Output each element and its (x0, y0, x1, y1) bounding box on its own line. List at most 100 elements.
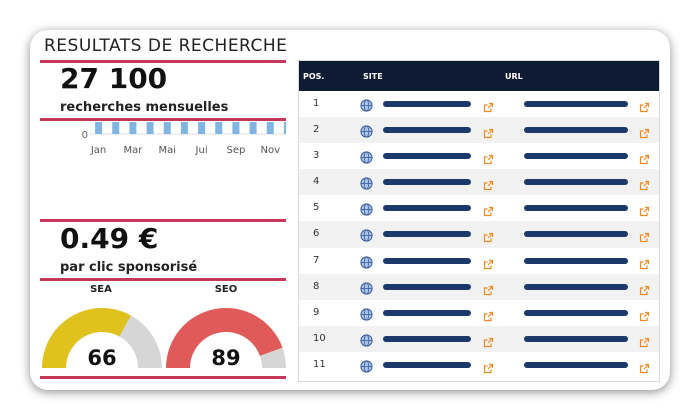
cpc-value: 0.49 € (60, 222, 159, 255)
x-tick-label: Jui (195, 145, 208, 156)
monthly-searches-label: recherches mensuelles (60, 100, 229, 115)
gauge-fill (42, 308, 131, 368)
external-link-icon[interactable] (639, 124, 650, 143)
external-link-icon[interactable] (639, 281, 650, 300)
site-name-redacted[interactable] (383, 153, 471, 160)
col-header-url: URL (505, 72, 523, 81)
external-link-icon[interactable] (639, 202, 650, 221)
row-position: 4 (313, 176, 320, 188)
url-redacted[interactable] (524, 231, 628, 238)
bar (146, 122, 154, 134)
row-position: 5 (313, 202, 320, 214)
x-tick-label: Jan (90, 145, 106, 156)
page-title: RESULTATS DE RECHERCHE (44, 36, 288, 56)
url-redacted[interactable] (524, 205, 628, 212)
url-redacted[interactable] (524, 153, 628, 160)
divider (40, 219, 286, 222)
url-redacted[interactable] (524, 309, 628, 316)
table-row: 7 (299, 248, 659, 274)
url-redacted[interactable] (524, 127, 628, 134)
external-link-icon[interactable] (483, 228, 494, 247)
url-redacted[interactable] (524, 335, 628, 342)
monthly-searches-chart: 40k0JanMarMaiJuiSepNov (82, 122, 286, 156)
divider (40, 118, 286, 121)
globe-icon (360, 123, 373, 142)
site-name-redacted[interactable] (383, 335, 471, 342)
external-link-icon[interactable] (483, 281, 494, 300)
external-link-icon[interactable] (639, 333, 650, 352)
globe-icon (360, 201, 373, 220)
globe-icon (360, 175, 373, 194)
x-tick-label: Mar (123, 145, 143, 156)
gauge-fill (166, 308, 283, 368)
table-row: 1 (299, 91, 659, 117)
bar (163, 122, 171, 134)
globe-icon (360, 149, 373, 168)
table-row: 5 (299, 195, 659, 221)
external-link-icon[interactable] (483, 255, 494, 274)
table-row: 3 (299, 143, 659, 169)
globe-icon (360, 280, 373, 299)
external-link-icon[interactable] (483, 176, 494, 195)
site-name-redacted[interactable] (383, 205, 471, 212)
site-name-redacted[interactable] (383, 283, 471, 290)
row-position: 10 (313, 332, 326, 344)
external-link-icon[interactable] (483, 333, 494, 352)
bar (198, 122, 206, 134)
divider (40, 60, 286, 63)
site-name-redacted[interactable] (383, 361, 471, 368)
x-tick-label: Mai (158, 145, 176, 156)
table-row: 10 (299, 325, 659, 352)
x-tick-label: Nov (260, 145, 280, 156)
table-row: 11 (299, 352, 659, 378)
external-link-icon[interactable] (639, 255, 650, 274)
gauge-label-seo: SEO (214, 284, 238, 295)
row-position: 1 (313, 98, 320, 109)
bar (249, 122, 257, 134)
bar (129, 122, 137, 134)
site-name-redacted[interactable] (383, 257, 471, 264)
site-name-redacted[interactable] (383, 309, 471, 316)
row-position: 7 (313, 254, 320, 266)
url-redacted[interactable] (524, 257, 628, 264)
gauge-label-sea: SEA (90, 284, 112, 295)
table-row: 9 (299, 300, 659, 326)
col-header-site: SITE (363, 72, 383, 81)
site-name-redacted[interactable] (383, 231, 471, 238)
gauge-value: 89 (211, 346, 240, 370)
external-link-icon[interactable] (483, 359, 494, 378)
bar (95, 122, 103, 134)
y-tick-label: 0 (82, 130, 88, 141)
external-link-icon[interactable] (483, 98, 494, 117)
external-link-icon[interactable] (639, 176, 650, 195)
url-redacted[interactable] (524, 283, 628, 290)
globe-icon (360, 97, 373, 116)
table-row: 2 (299, 117, 659, 144)
external-link-icon[interactable] (639, 307, 650, 326)
table-body: 1 2 3 4 5 6 7 8 9 10 11 (299, 91, 659, 378)
url-redacted[interactable] (524, 361, 628, 368)
bar (232, 122, 240, 134)
external-link-icon[interactable] (639, 359, 650, 378)
divider (40, 278, 286, 281)
external-link-icon[interactable] (483, 307, 494, 326)
col-header-pos: POS. (303, 72, 325, 81)
globe-icon (360, 358, 373, 377)
seo-gauge: 89 (166, 308, 286, 370)
external-link-icon[interactable] (483, 150, 494, 169)
external-link-icon[interactable] (483, 202, 494, 221)
bar (215, 122, 223, 134)
site-name-redacted[interactable] (383, 179, 471, 186)
external-link-icon[interactable] (639, 150, 650, 169)
external-link-icon[interactable] (639, 98, 650, 117)
bar (266, 122, 274, 134)
site-name-redacted[interactable] (383, 127, 471, 134)
url-redacted[interactable] (524, 179, 628, 186)
external-link-icon[interactable] (639, 228, 650, 247)
row-position: 9 (313, 306, 320, 318)
external-link-icon[interactable] (483, 124, 494, 143)
url-redacted[interactable] (524, 101, 628, 107)
x-tick-label: Sep (226, 145, 245, 156)
table-row: 6 (299, 221, 659, 248)
site-name-redacted[interactable] (383, 101, 471, 107)
